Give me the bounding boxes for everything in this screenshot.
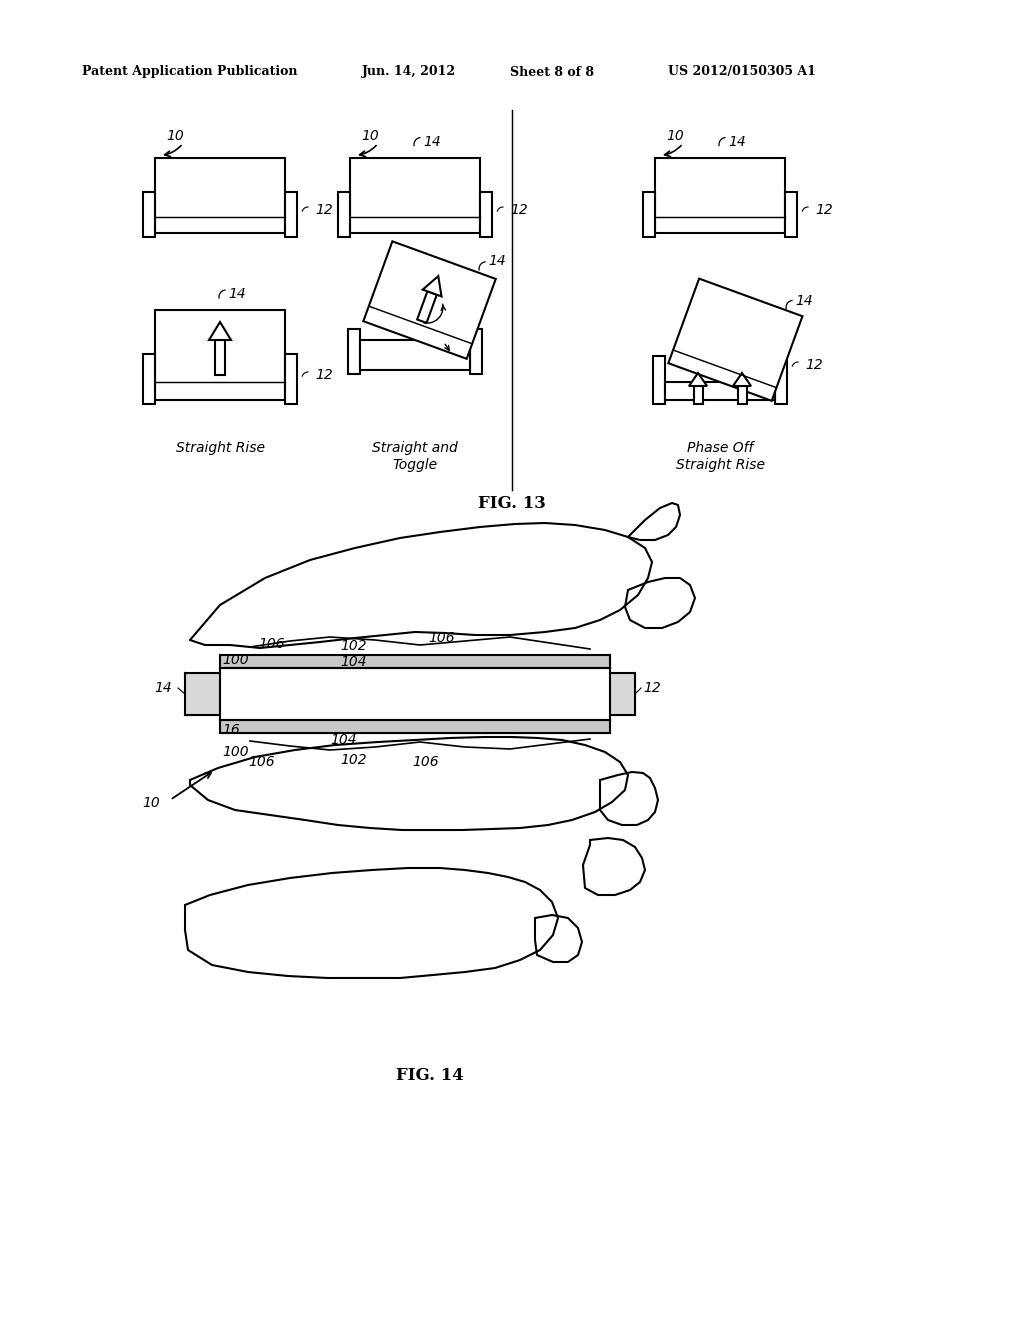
Text: 10: 10 bbox=[361, 128, 379, 143]
Text: 104: 104 bbox=[340, 655, 367, 669]
Text: FIG. 14: FIG. 14 bbox=[396, 1067, 464, 1084]
Text: 12: 12 bbox=[510, 203, 527, 216]
Text: Phase Off: Phase Off bbox=[687, 441, 754, 455]
Bar bbox=[665, 381, 775, 400]
Bar bbox=[285, 191, 297, 236]
Bar bbox=[480, 191, 492, 236]
Text: 14: 14 bbox=[795, 294, 813, 309]
Polygon shape bbox=[190, 523, 652, 648]
Polygon shape bbox=[600, 772, 658, 825]
Text: 106: 106 bbox=[412, 755, 438, 770]
Polygon shape bbox=[733, 374, 751, 385]
Bar bbox=[653, 356, 665, 404]
Polygon shape bbox=[185, 673, 220, 715]
Bar bbox=[155, 310, 285, 400]
Bar bbox=[338, 191, 350, 236]
Bar bbox=[350, 157, 480, 232]
Polygon shape bbox=[583, 838, 645, 895]
Text: 10: 10 bbox=[166, 128, 184, 143]
Text: 12: 12 bbox=[815, 203, 833, 216]
Bar bbox=[143, 354, 155, 404]
Text: Sheet 8 of 8: Sheet 8 of 8 bbox=[510, 66, 594, 78]
Text: Patent Application Publication: Patent Application Publication bbox=[82, 66, 298, 78]
Text: 100: 100 bbox=[222, 744, 249, 759]
Polygon shape bbox=[610, 673, 635, 715]
Bar bbox=[285, 354, 297, 404]
Text: 12: 12 bbox=[315, 203, 333, 216]
Text: 12: 12 bbox=[315, 368, 333, 381]
Polygon shape bbox=[209, 322, 231, 341]
Polygon shape bbox=[417, 292, 437, 323]
Polygon shape bbox=[689, 374, 707, 385]
Bar bbox=[737, 385, 746, 404]
Bar bbox=[470, 329, 482, 374]
Bar bbox=[143, 191, 155, 236]
Bar bbox=[215, 341, 225, 375]
Text: 106: 106 bbox=[258, 638, 285, 651]
Bar bbox=[693, 385, 702, 404]
Bar bbox=[655, 157, 785, 232]
Text: FIG. 13: FIG. 13 bbox=[478, 495, 546, 511]
Text: 106: 106 bbox=[428, 631, 455, 645]
Bar bbox=[669, 279, 803, 401]
Text: US 2012/0150305 A1: US 2012/0150305 A1 bbox=[668, 66, 816, 78]
Text: 12: 12 bbox=[805, 358, 822, 372]
Polygon shape bbox=[220, 719, 610, 733]
Text: 100: 100 bbox=[222, 653, 249, 667]
Text: 106: 106 bbox=[249, 755, 275, 770]
Bar bbox=[364, 242, 496, 359]
Polygon shape bbox=[220, 668, 610, 719]
Text: 10: 10 bbox=[142, 796, 160, 810]
Text: Jun. 14, 2012: Jun. 14, 2012 bbox=[362, 66, 456, 78]
Polygon shape bbox=[185, 869, 558, 978]
Text: Straight Rise: Straight Rise bbox=[175, 441, 264, 455]
Bar bbox=[785, 191, 797, 236]
Polygon shape bbox=[190, 737, 628, 830]
Text: 102: 102 bbox=[340, 752, 367, 767]
Text: 14: 14 bbox=[228, 286, 246, 301]
Text: 12: 12 bbox=[643, 681, 660, 696]
Polygon shape bbox=[423, 276, 441, 297]
Text: Straight and: Straight and bbox=[372, 441, 458, 455]
Polygon shape bbox=[535, 915, 582, 962]
Bar bbox=[360, 341, 470, 370]
Text: 14: 14 bbox=[488, 253, 506, 268]
Text: 102: 102 bbox=[340, 639, 367, 653]
Bar bbox=[155, 157, 285, 232]
Text: Toggle: Toggle bbox=[392, 458, 437, 473]
Bar bbox=[643, 191, 655, 236]
Text: 14: 14 bbox=[728, 135, 745, 149]
Text: 104: 104 bbox=[330, 733, 356, 747]
Bar bbox=[348, 329, 360, 374]
Text: Straight Rise: Straight Rise bbox=[676, 458, 765, 473]
Text: 14: 14 bbox=[155, 681, 172, 696]
Polygon shape bbox=[220, 655, 610, 668]
Text: 14: 14 bbox=[423, 135, 440, 149]
Polygon shape bbox=[625, 578, 695, 628]
Text: 10: 10 bbox=[667, 128, 684, 143]
Text: 16: 16 bbox=[222, 723, 240, 737]
Bar bbox=[775, 356, 787, 404]
Polygon shape bbox=[628, 503, 680, 540]
